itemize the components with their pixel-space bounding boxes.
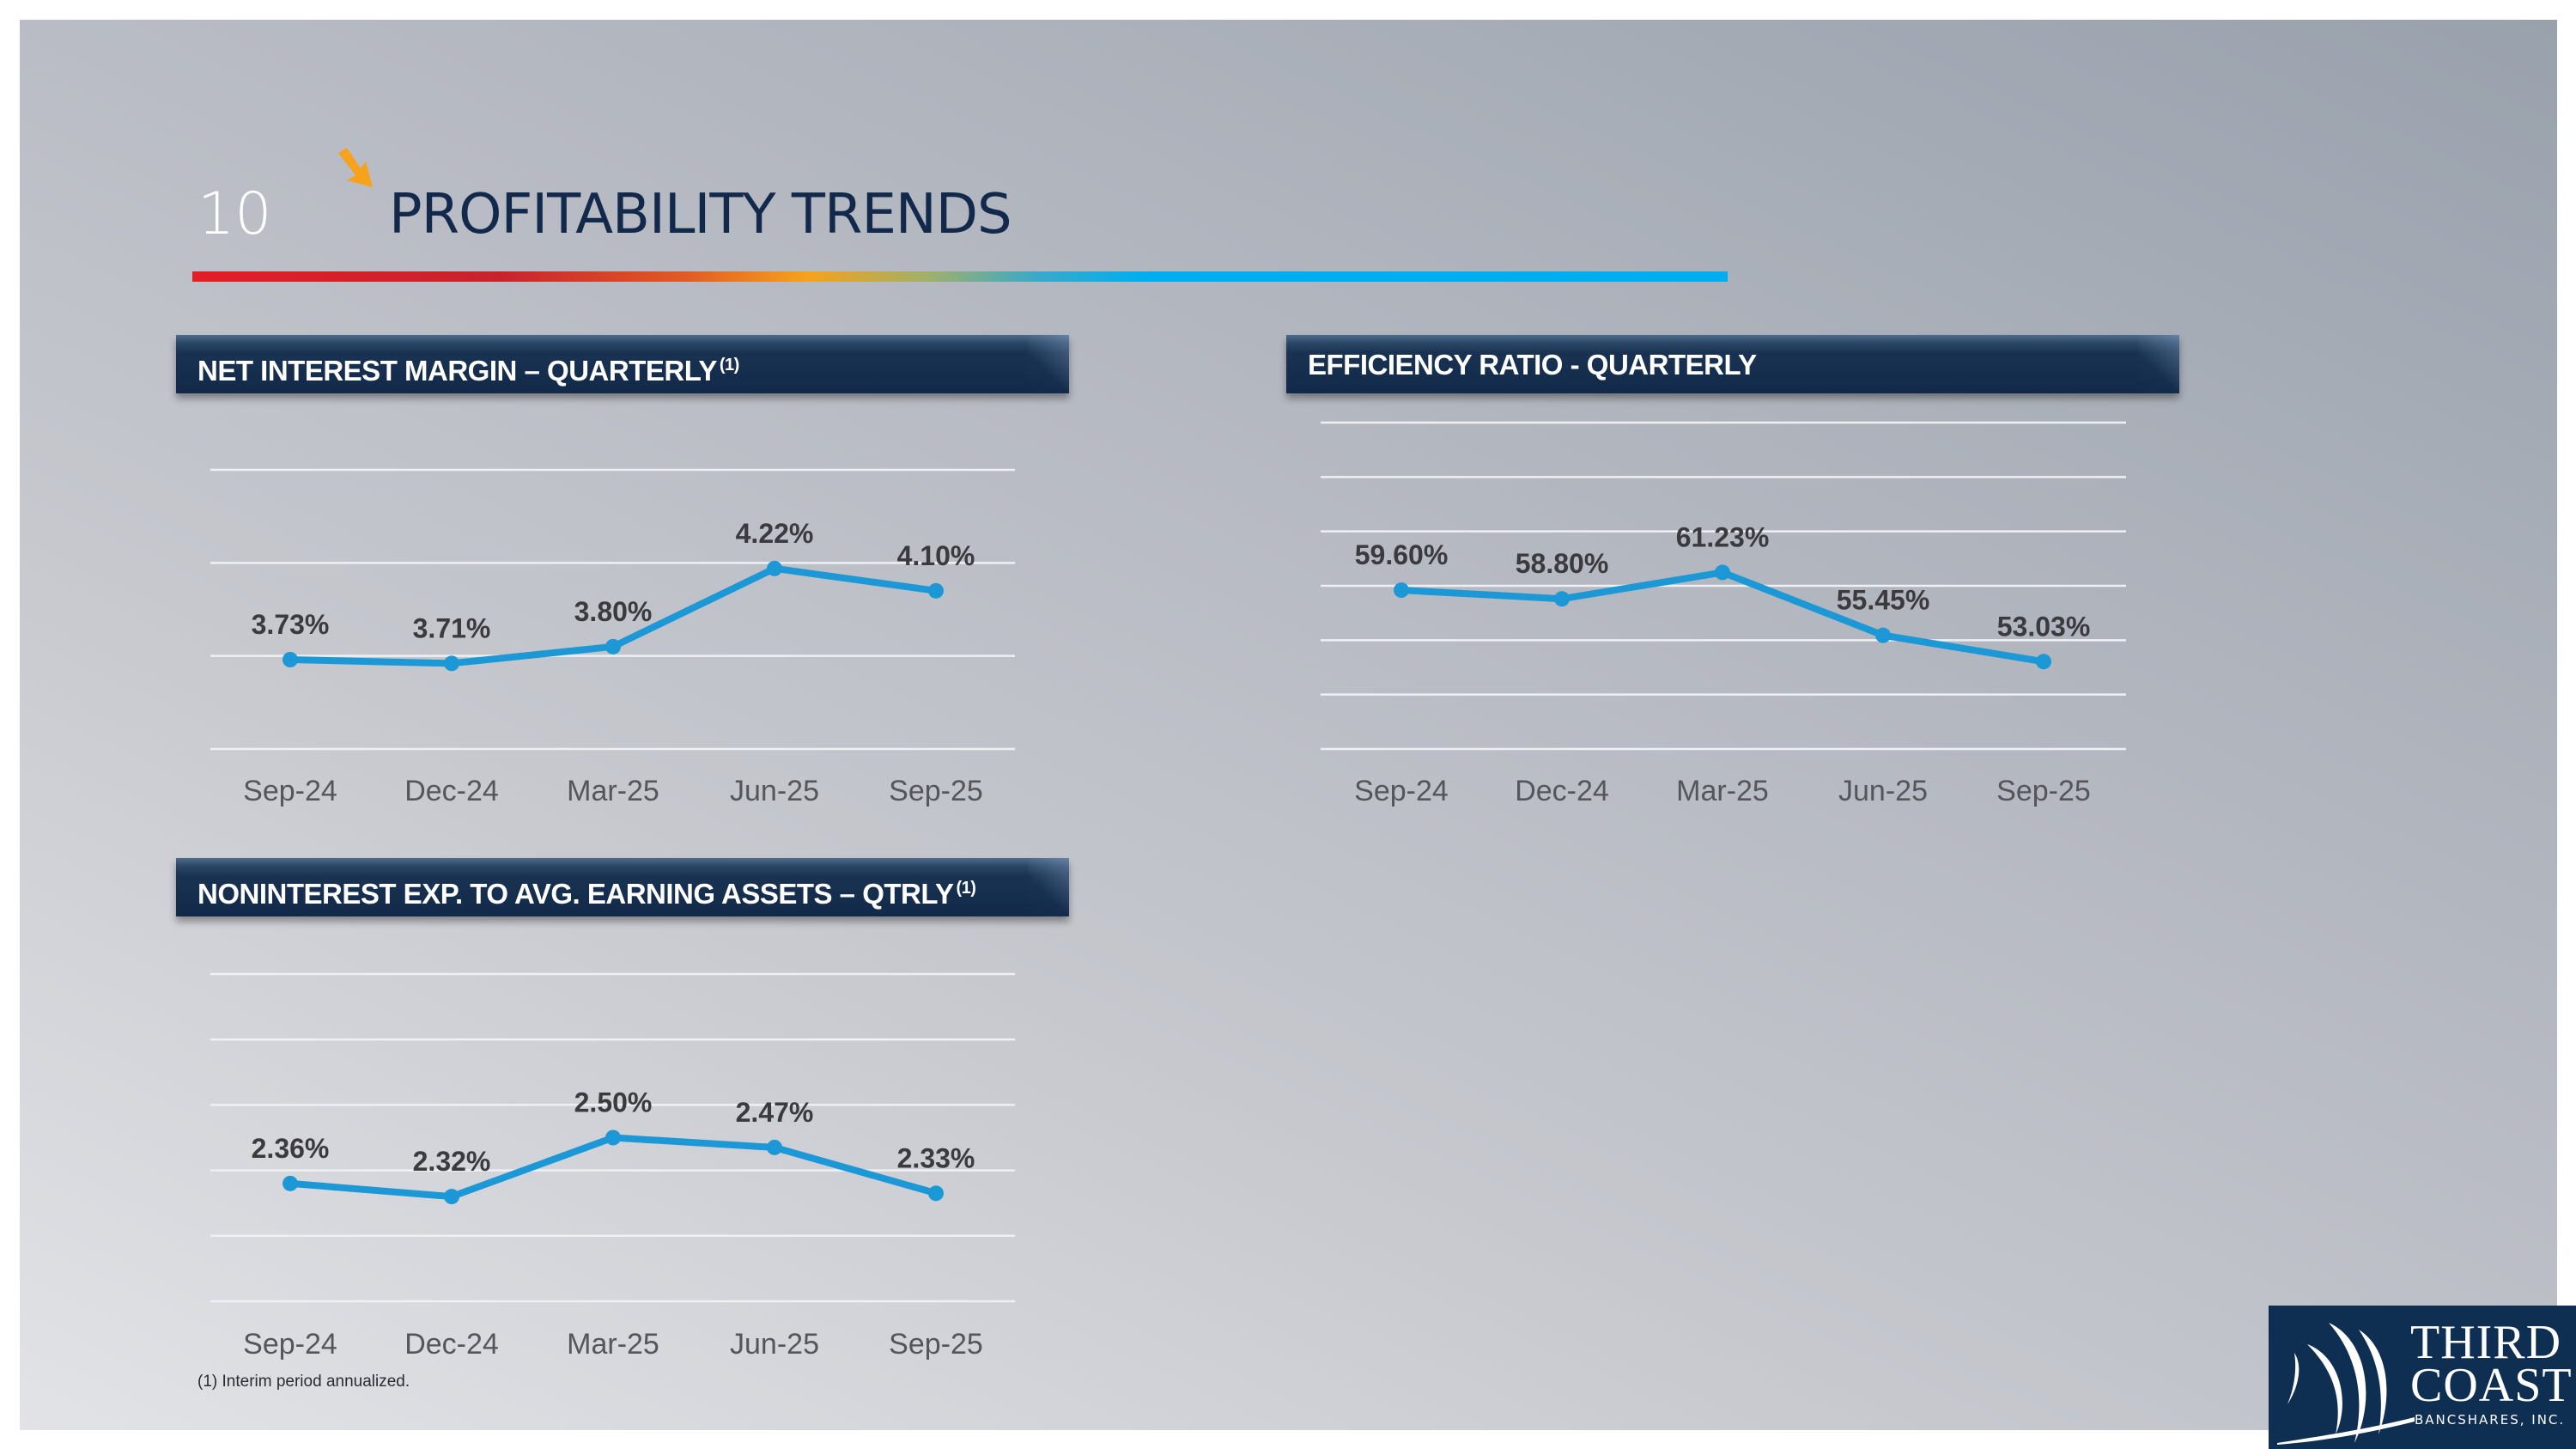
nim-x-tick-label: Sep-24 [243, 775, 337, 807]
nonint-series-line [289, 1134, 938, 1201]
nonint-x-tick-label: Mar-25 [567, 1328, 659, 1361]
nonint-data-point [767, 1139, 782, 1155]
nim-data-point [767, 560, 782, 576]
chart-title-nonint: NONINTEREST EXP. TO AVG. EARNING ASSETS … [197, 878, 954, 910]
footnote-ref-nim: (1) [719, 356, 739, 374]
nim-data-point [928, 582, 944, 599]
nonint-x-tick-label: Sep-24 [243, 1328, 337, 1361]
footnote: (1) Interim period annualized. [197, 1373, 410, 1391]
chart-title-efficiency: EFFICIENCY RATIO - QUARTERLY [1308, 349, 1757, 381]
nonint-data-label: 2.47% [736, 1097, 814, 1128]
efficiency-data-label: 59.60% [1355, 539, 1449, 570]
efficiency-data-point [1554, 591, 1570, 607]
nim-data-label: 3.71% [413, 612, 491, 643]
nim-x-tick-label: Mar-25 [567, 775, 659, 807]
nim-x-tick-label: Sep-25 [889, 775, 983, 807]
efficiency-data-label: 61.23% [1676, 521, 1770, 552]
nim-x-tick-label: Jun-25 [730, 775, 819, 807]
nonint-data-point [283, 1175, 298, 1191]
chart-header-nim: NET INTEREST MARGIN – QUARTERLY (1) [176, 335, 1069, 393]
company-logo: THIRD COAST BANCSHARES, INC. [2269, 1306, 2576, 1449]
page-title: PROFITABILITY TRENDS [389, 183, 1012, 247]
efficiency-x-tick-label: Jun-25 [1838, 775, 1928, 807]
nim-data-point [444, 655, 459, 672]
nonint-data-label: 2.32% [413, 1146, 491, 1177]
nonint-data-label: 2.50% [574, 1087, 653, 1118]
efficiency-data-point [2036, 654, 2051, 670]
nim-x-tick-label: Dec-24 [404, 775, 499, 807]
nim-data-point [283, 652, 298, 667]
arrow-icon [338, 148, 373, 187]
nim-data-label: 4.10% [897, 540, 975, 571]
efficiency-x-tick-label: Dec-24 [1515, 775, 1609, 807]
nonint-x-tick-label: Sep-25 [889, 1328, 983, 1361]
logo-text-bancshares: BANCSHARES, INC. [2415, 1412, 2566, 1428]
chart-header-efficiency: EFFICIENCY RATIO - QUARTERLY [1286, 335, 2179, 393]
efficiency-data-label: 55.45% [1837, 585, 1930, 616]
nonint-data-point [605, 1129, 621, 1146]
page-number: 10 [197, 180, 272, 248]
nim-data-label: 4.22% [736, 518, 814, 549]
footnote-ref-nonint: (1) [956, 879, 976, 898]
efficiency-data-point [1875, 627, 1891, 643]
nonint-data-point [444, 1189, 459, 1205]
sail-logo-icon [2277, 1323, 2415, 1445]
chart-header-nonint: NONINTEREST EXP. TO AVG. EARNING ASSETS … [176, 858, 1069, 916]
title-underline [192, 271, 1728, 282]
nonint-data-label: 2.36% [252, 1133, 330, 1164]
efficiency-x-tick-label: Sep-24 [1354, 775, 1449, 807]
nim-data-label: 3.80% [574, 596, 653, 627]
chart-title-nim: NET INTEREST MARGIN – QUARTERLY [197, 355, 717, 387]
nonint-x-tick-label: Jun-25 [730, 1328, 819, 1361]
efficiency-x-tick-label: Sep-25 [1996, 775, 2091, 807]
efficiency-data-point [1715, 564, 1730, 581]
nonint-data-label: 2.33% [897, 1142, 975, 1173]
nim-data-label: 3.73% [252, 609, 330, 640]
logo-text-third: THIRD [2410, 1316, 2562, 1369]
nonint-x-tick-label: Dec-24 [404, 1328, 499, 1361]
efficiency-data-label: 58.80% [1516, 548, 1609, 579]
nonint-data-point [928, 1185, 944, 1202]
efficiency-x-tick-label: Mar-25 [1676, 775, 1769, 807]
nim-data-point [605, 638, 621, 654]
efficiency-data-label: 53.03% [1997, 611, 2091, 642]
efficiency-data-point [1394, 582, 1409, 599]
logo-text-coast: COAST [2410, 1359, 2573, 1412]
